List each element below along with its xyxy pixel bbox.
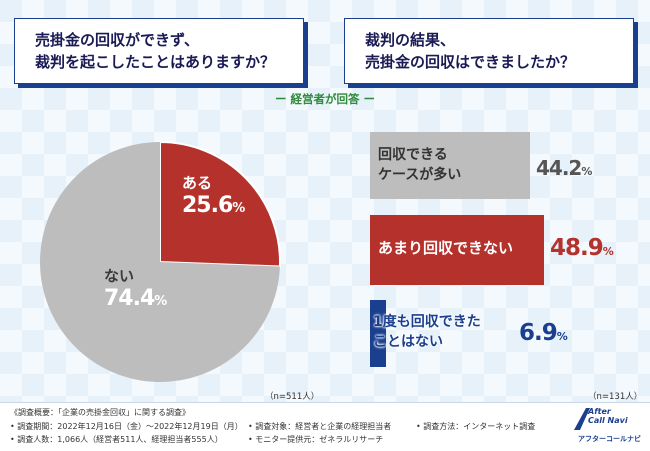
pie-slice-nai bbox=[40, 142, 280, 382]
survey-footer: 《調査概要：「企業の売掛金回収」に関する調査》 • 調査期間：2022年12月1… bbox=[0, 402, 650, 451]
bar-value-2-number: 6.9 bbox=[519, 320, 558, 346]
question-left-line2: 裁判を起こしたことはありますか？ bbox=[35, 53, 276, 71]
pie-value-nai-unit: % bbox=[154, 294, 167, 309]
question-right-line2: 売掛金の回収はできましたか？ bbox=[365, 53, 576, 71]
footer-period: • 調査期間：2022年12月16日（金）〜2022年12月19日（月） bbox=[10, 422, 243, 431]
bar-value-0-number: 44.2 bbox=[536, 156, 582, 180]
pie-value-aru: 25.6% bbox=[182, 193, 245, 218]
bar-sample-size: （n=131人） bbox=[588, 392, 643, 402]
footer-count: • 調査人数：1,066人（経営者511人、経理担当者555人） bbox=[10, 435, 223, 444]
bar-amari-kaishu-dekinai: あまり回収できない bbox=[370, 215, 544, 285]
logo-subtitle: アフターコールナビ bbox=[578, 435, 641, 443]
bar-label-2-line2: ことはない bbox=[373, 334, 443, 350]
pie-sample-size: （n=511人） bbox=[265, 392, 320, 402]
logo-line1: After bbox=[588, 407, 611, 416]
bar-label-0-line1: 回収できる bbox=[378, 147, 448, 163]
logo-line2: Call Navi bbox=[588, 416, 628, 425]
question-right-line1: 裁判の結果、 bbox=[365, 31, 456, 49]
bar-label-0-line2: ケースが多い bbox=[378, 167, 462, 183]
pie-slice-aru bbox=[159, 140, 281, 268]
bar-kaishu-dekiru: 回収できる ケースが多い bbox=[370, 132, 530, 199]
footer-title: 《調査概要：「企業の売掛金回収」に関する調査》 bbox=[10, 408, 190, 417]
pie-value-aru-unit: % bbox=[232, 201, 245, 216]
pie-label-nai: ない 74.4% bbox=[104, 265, 167, 311]
bar-label-2-line1: 1度も回収できた bbox=[373, 314, 481, 330]
pie-value-nai-number: 74.4 bbox=[104, 286, 155, 311]
footer-method: • 調査方法：インターネット調査 bbox=[416, 422, 536, 431]
bar-value-2: 6.9% bbox=[519, 320, 568, 346]
pie-label-aru-name: ある bbox=[182, 174, 213, 192]
bar-label-2: 1度も回収できた ことはない bbox=[373, 312, 481, 352]
bar-value-1-number: 48.9 bbox=[550, 235, 604, 261]
bar-ichido-mo bbox=[370, 300, 386, 367]
pie-value-aru-number: 25.6 bbox=[182, 193, 233, 218]
logo: After Call Navi bbox=[588, 407, 628, 425]
question-right-box: 裁判の結果、 売掛金の回収はできましたか？ bbox=[344, 18, 634, 84]
footer-monitor: • モニター提供元：ゼネラルリサーチ bbox=[248, 435, 384, 444]
bar-value-1: 48.9% bbox=[550, 235, 614, 261]
logo-icon bbox=[574, 408, 590, 430]
bar-value-1-unit: % bbox=[602, 245, 614, 258]
question-left-box: 売掛金の回収ができず、 裁判を起こしたことはありますか？ bbox=[14, 18, 304, 84]
pie-value-nai: 74.4% bbox=[104, 286, 167, 311]
bar-label-1-line1: あまり回収できない bbox=[378, 239, 514, 257]
bar-value-0: 44.2% bbox=[536, 156, 592, 180]
pie-label-nai-name: ない bbox=[104, 267, 135, 285]
subtitle: ー 経営者が回答 ー bbox=[274, 92, 375, 106]
footer-target: • 調査対象：経営者と企業の経理担当者 bbox=[248, 422, 392, 431]
bar-value-2-unit: % bbox=[556, 330, 568, 343]
bar-value-0-unit: % bbox=[581, 165, 592, 178]
question-left-line1: 売掛金の回収ができず、 bbox=[35, 31, 199, 49]
pie-label-aru: ある 25.6% bbox=[182, 172, 245, 218]
